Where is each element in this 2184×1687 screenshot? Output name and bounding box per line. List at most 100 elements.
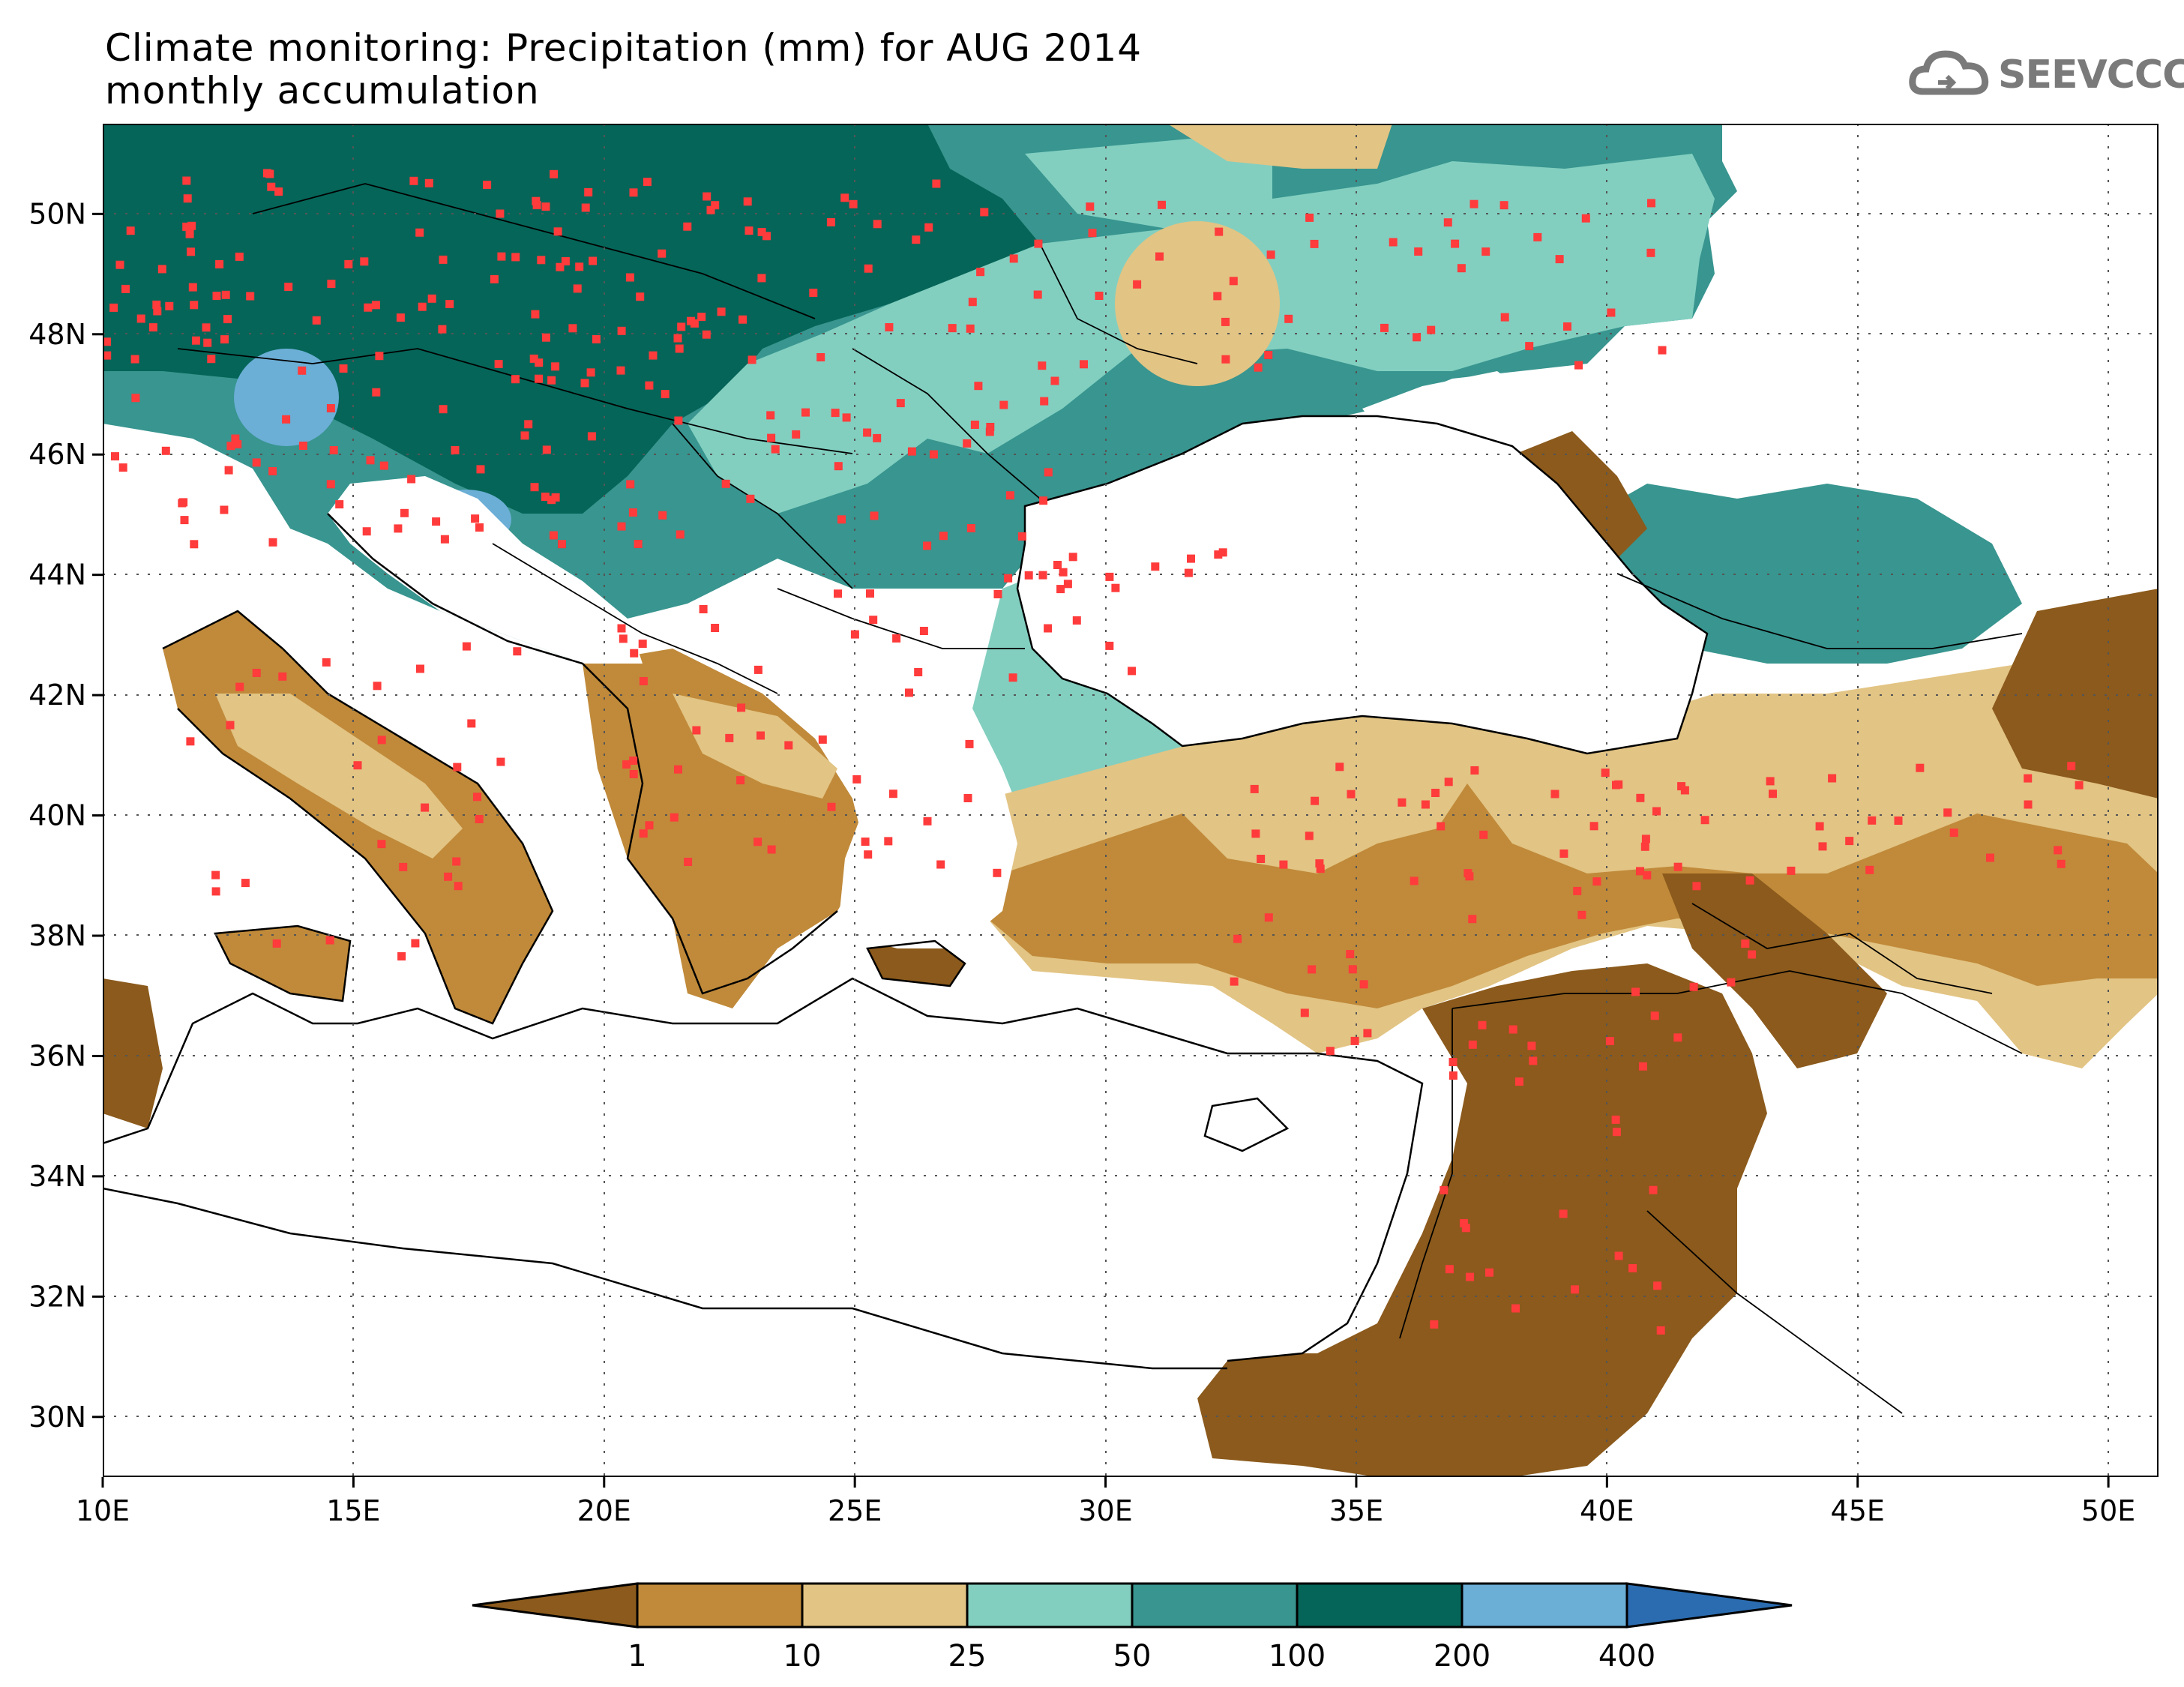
station-marker xyxy=(483,181,492,189)
station-marker xyxy=(1335,763,1344,772)
station-marker xyxy=(1769,790,1777,799)
station-marker xyxy=(1449,1071,1457,1080)
station-marker xyxy=(322,658,331,667)
station-marker xyxy=(1468,1040,1477,1049)
station-marker xyxy=(211,887,220,896)
station-marker xyxy=(1017,532,1026,541)
station-marker xyxy=(816,353,825,361)
station-marker xyxy=(986,423,995,431)
station-marker xyxy=(109,303,118,312)
station-marker xyxy=(1250,784,1259,793)
station-marker xyxy=(923,817,932,826)
station-marker xyxy=(326,404,335,412)
station-marker xyxy=(1039,496,1048,505)
station-marker xyxy=(1865,865,1874,874)
colorbar-threshold-label: 200 xyxy=(1434,1639,1490,1674)
station-marker xyxy=(1949,829,1958,838)
cyprus-coast xyxy=(1203,1097,1290,1152)
colorbar-threshold-label: 1 xyxy=(628,1639,646,1674)
station-marker xyxy=(834,462,843,471)
station-marker xyxy=(1640,842,1649,851)
station-marker xyxy=(1449,1058,1457,1066)
station-marker xyxy=(725,733,734,742)
station-marker xyxy=(630,649,639,658)
station-marker xyxy=(1481,247,1490,256)
station-marker xyxy=(556,262,565,271)
station-marker xyxy=(531,310,540,319)
station-marker xyxy=(432,517,441,526)
station-marker xyxy=(475,523,484,532)
station-marker xyxy=(1478,1020,1487,1029)
station-marker xyxy=(1437,822,1446,831)
azov-sea xyxy=(1362,371,1527,454)
station-marker xyxy=(1673,1033,1682,1042)
mediterranean-coast xyxy=(103,977,1424,1362)
station-marker xyxy=(186,737,195,746)
station-marker xyxy=(1916,763,1925,772)
station-marker xyxy=(674,765,682,774)
station-marker xyxy=(948,324,957,333)
station-marker xyxy=(1348,965,1357,974)
zone-lt1-middle-east xyxy=(1197,963,1767,1477)
station-marker xyxy=(629,757,638,765)
station-marker xyxy=(746,494,755,503)
station-marker xyxy=(513,647,522,656)
station-marker xyxy=(1310,239,1319,248)
station-marker xyxy=(265,169,274,178)
station-marker xyxy=(537,256,546,265)
station-marker xyxy=(411,939,420,948)
zone-1-10-turkey xyxy=(987,784,2159,1008)
station-marker xyxy=(496,757,505,766)
station-marker xyxy=(535,358,544,367)
station-marker xyxy=(852,775,861,784)
station-marker xyxy=(907,447,916,456)
station-marker xyxy=(372,388,381,397)
station-marker xyxy=(1305,213,1314,222)
station-marker xyxy=(1607,308,1616,317)
station-marker xyxy=(1095,292,1104,300)
station-marker xyxy=(1284,314,1293,323)
station-marker xyxy=(192,336,200,345)
station-marker xyxy=(2054,846,2063,855)
station-marker xyxy=(1787,866,1796,875)
station-marker xyxy=(744,226,753,235)
station-marker xyxy=(1128,667,1136,676)
station-marker xyxy=(985,427,994,436)
station-marker xyxy=(1184,568,1193,577)
station-marker xyxy=(873,433,882,442)
station-marker xyxy=(394,524,403,533)
station-marker xyxy=(1612,781,1620,790)
station-marker xyxy=(187,247,195,256)
station-marker xyxy=(1443,218,1452,227)
station-marker xyxy=(1828,774,1837,783)
station-marker xyxy=(1326,1047,1335,1056)
station-marker xyxy=(589,256,598,265)
station-marker xyxy=(136,314,145,323)
station-marker xyxy=(674,416,683,425)
colorbar-upper-triangle xyxy=(1625,1582,1793,1629)
colorbar-threshold-label: 400 xyxy=(1598,1639,1655,1674)
station-marker xyxy=(1559,1209,1568,1218)
station-marker xyxy=(221,290,230,299)
station-marker xyxy=(870,511,879,520)
station-marker xyxy=(684,858,693,866)
station-marker xyxy=(1233,934,1242,943)
station-marker xyxy=(1187,554,1195,563)
station-marker xyxy=(905,688,913,697)
chart-subtitle: monthly accumulation xyxy=(105,69,540,112)
station-marker xyxy=(339,364,348,373)
station-marker xyxy=(558,540,566,549)
station-marker xyxy=(581,203,590,212)
station-marker xyxy=(220,335,229,344)
station-marker xyxy=(1611,1115,1620,1124)
station-marker xyxy=(148,323,157,332)
station-marker xyxy=(473,793,481,802)
station-marker xyxy=(454,882,463,891)
station-marker xyxy=(418,302,427,311)
station-marker xyxy=(1465,872,1474,881)
station-marker xyxy=(520,431,529,440)
station-marker xyxy=(736,776,745,785)
station-marker xyxy=(1573,886,1582,895)
station-marker xyxy=(187,221,196,230)
station-marker xyxy=(617,326,626,335)
